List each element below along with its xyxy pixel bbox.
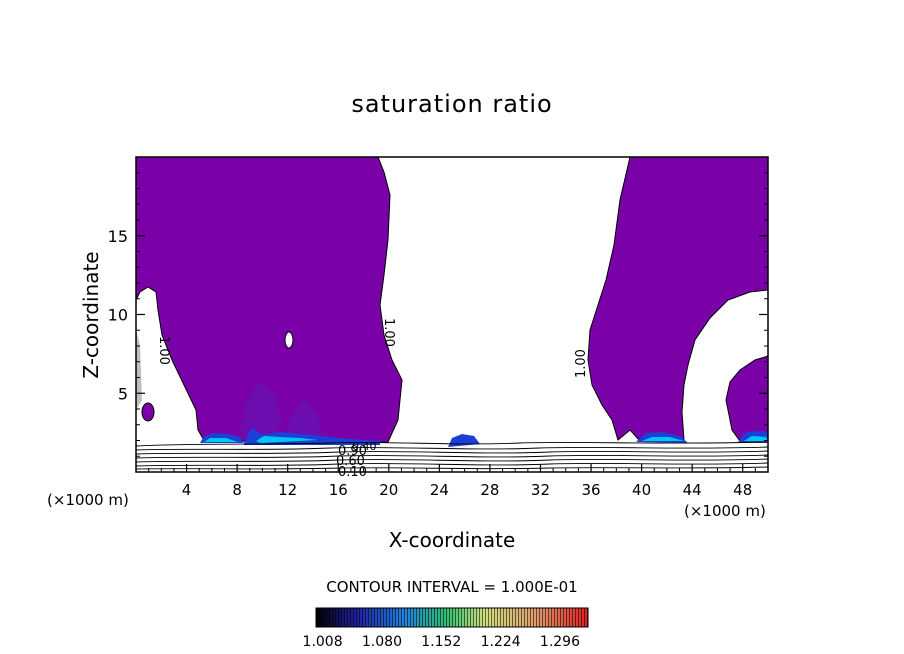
x-tick-label: 16: [329, 481, 348, 499]
contour-label: 1.00: [156, 336, 171, 365]
y-axis-ticks: 5 10 15: [108, 172, 768, 457]
x-unit-right: (×1000 m): [684, 502, 766, 520]
x-tick-label: 12: [278, 481, 297, 499]
low-level-contours: [136, 441, 768, 470]
color-bar: [315, 607, 589, 628]
filled-regions: [136, 157, 768, 447]
color-bar-ticks: 1.008 1.080 1.152 1.224 1.296: [303, 634, 581, 650]
x-tick-label: 28: [480, 481, 499, 499]
x-axis-label: X-coordinate: [389, 528, 516, 552]
chart-title: saturation ratio: [351, 90, 552, 118]
x-tick-label: 36: [581, 481, 600, 499]
unsaturated-pocket: [284, 331, 294, 349]
x-tick-label: 48: [733, 481, 752, 499]
unsaturated-pocket: [141, 402, 155, 422]
contour-label: 1.00: [381, 318, 396, 347]
x-unit-left: (×1000 m): [47, 491, 129, 509]
y-axis-label: Z-coordinate: [79, 251, 103, 378]
x-tick-label: 24: [430, 481, 449, 499]
x-tick-label: 40: [632, 481, 651, 499]
x-tick-label: 4: [182, 481, 192, 499]
x-tick-label: 44: [683, 481, 702, 499]
contour-label: 0.40: [352, 440, 377, 453]
x-tick-label: 32: [531, 481, 550, 499]
contour-label: 1.00: [574, 349, 589, 378]
colorbar-tick-label: 1.224: [481, 634, 521, 650]
contour-labels: 1.00 1.00 1.00 0.90 0.60 0.40 0.10: [156, 318, 589, 480]
colorbar-tick-label: 1.152: [421, 634, 461, 650]
y-tick-label: 10: [108, 306, 128, 325]
colorbar-tick-label: 1.296: [540, 634, 580, 650]
x-tick-label: 8: [232, 481, 242, 499]
y-tick-label: 5: [118, 384, 128, 403]
colorbar-tick-label: 1.008: [303, 634, 343, 650]
x-axis-ticks: 4 8 12 16 20 24 28 32 36 40 44 48: [148, 464, 756, 499]
far-right-saturated-region: [725, 355, 768, 442]
contour-label: 0.90: [338, 444, 367, 459]
contour-label: 0.60: [336, 454, 365, 469]
contour-interval: CONTOUR INTERVAL = 1.000E-01: [326, 578, 577, 596]
x-tick-label: 20: [379, 481, 398, 499]
colorbar-tick-label: 1.080: [362, 634, 402, 650]
y-tick-label: 15: [108, 227, 128, 246]
